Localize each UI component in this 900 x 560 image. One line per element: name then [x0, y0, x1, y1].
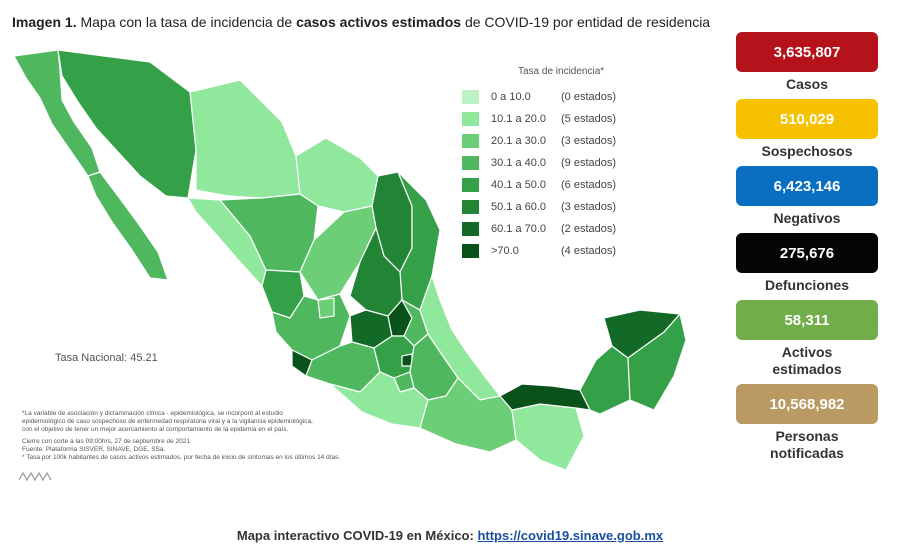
footer: Mapa interactivo COVID-19 en México: htt… [0, 528, 900, 543]
note-line: Fuente: Plataforma SISVER, SINAVE, DGE, … [22, 446, 166, 453]
stat-value: 58,311 [784, 311, 830, 329]
legend-count: (2 estados) [561, 223, 617, 235]
legend-item: 60.1 a 70.0 (2 estados) [462, 218, 616, 240]
note-line: Cierre con corte a las 09:00hrs, 27 de s… [22, 438, 191, 445]
legend-swatch [462, 112, 479, 126]
legend-count: (3 estados) [561, 135, 617, 147]
state-guerrero[interactable] [329, 371, 429, 429]
legend-range: 40.1 a 50.0 [491, 179, 547, 191]
agency-logo-icon [18, 471, 52, 482]
state-aguascalientes[interactable] [317, 297, 335, 319]
legend-range: >70.0 [491, 245, 519, 257]
state-cdmx[interactable] [401, 353, 413, 367]
legend-count: (3 estados) [561, 201, 617, 213]
title-prefix: Imagen 1. [12, 14, 77, 30]
note-line: epidemiológico de caso sospechoso de enf… [22, 418, 313, 425]
legend-range: 60.1 a 70.0 [491, 223, 547, 235]
state-baja-california-sur[interactable] [87, 171, 169, 281]
note-line: * Tasa por 100k habitantes de casos acti… [22, 454, 341, 461]
legend-title: Tasa de incidencia* [518, 66, 605, 77]
legend-item: 30.1 a 40.0 (9 estados) [462, 152, 616, 174]
legend-item: 0 a 10.0 (0 estados) [462, 86, 616, 108]
legend-swatch [462, 222, 479, 236]
stat-value: 510,029 [779, 110, 835, 128]
stat-value: 275,676 [779, 244, 835, 262]
legend-item: 40.1 a 50.0 (6 estados) [462, 174, 616, 196]
legend-swatch [462, 90, 479, 104]
stat-label: Casos [785, 76, 829, 92]
state-sonora[interactable] [57, 49, 197, 199]
legend-count: (0 estados) [561, 91, 617, 103]
note-line: con el objetivo de tener un mejor acerca… [22, 426, 289, 433]
stat-value-box: 275,676 [736, 233, 878, 273]
legend-swatch [462, 134, 479, 148]
tasa-nacional: Tasa Nacional: 45.21 [55, 352, 158, 364]
legend-swatch [462, 178, 479, 192]
state-quintana-roo[interactable] [627, 312, 687, 411]
legend-item: 50.1 a 60.0 (3 estados) [462, 196, 616, 218]
legend-count: (9 estados) [561, 157, 617, 169]
stat-value-box: 3,635,807 [736, 32, 878, 72]
page-title: Imagen 1. Mapa con la tasa de incidencia… [12, 14, 710, 30]
legend-range: 20.1 a 30.0 [491, 135, 547, 147]
stat-value-box: 510,029 [736, 99, 878, 139]
stat-label: Activos estimados [772, 344, 842, 377]
title-text-2: de COVID-19 por entidad de residencia [461, 14, 711, 30]
stat-value: 3,635,807 [773, 43, 841, 61]
legend-item: 10.1 a 20.0 (5 estados) [462, 108, 616, 130]
legend-count: (4 estados) [561, 245, 617, 257]
legend-range: 30.1 a 40.0 [491, 157, 547, 169]
state-campeche[interactable] [579, 345, 631, 415]
footer-link[interactable]: https://covid19.sinave.gob.mx [477, 528, 664, 543]
stat-label: Personas notificadas [770, 428, 844, 461]
stats-panel: 3,635,807 Casos 510,029 Sospechosos 6,423,14… [736, 32, 878, 468]
title-bold: casos activos estimados [296, 14, 462, 30]
legend-swatch [462, 156, 479, 170]
legend-count: (6 estados) [561, 179, 617, 191]
legend-range: 50.1 a 60.0 [491, 201, 547, 213]
legend-swatch [462, 200, 479, 214]
note-line: *La variable de asociación y dictaminaci… [22, 410, 283, 417]
legend-range: 0 a 10.0 [491, 91, 531, 103]
stat-label: Sospechosos [761, 143, 853, 159]
legend-item: 20.1 a 30.0 (3 estados) [462, 130, 616, 152]
stat-value: 6,423,146 [773, 177, 841, 195]
stat-value-box: 10,568,982 [736, 384, 878, 424]
legend-count: (5 estados) [561, 113, 617, 125]
mexico-map [13, 49, 687, 471]
stat-label: Negativos [773, 210, 841, 226]
title-text-1: Mapa con la tasa de incidencia de [76, 14, 297, 30]
legend-range: 10.1 a 20.0 [491, 113, 547, 125]
legend-item: >70.0 (4 estados) [462, 240, 616, 262]
state-chiapas[interactable] [511, 403, 585, 471]
legend-swatch [462, 244, 479, 258]
footer-text: Mapa interactivo COVID-19 en México: [236, 528, 478, 543]
stat-value-box: 6,423,146 [736, 166, 878, 206]
stat-value: 10,568,982 [769, 395, 845, 413]
legend: 0 a 10.0 (0 estados) 10.1 a 20.0 (5 estados… [462, 86, 616, 262]
stat-label: Defunciones [764, 277, 849, 293]
state-chihuahua[interactable] [189, 79, 301, 199]
stat-value-box: 58,311 [736, 300, 878, 340]
footnotes: *La variable de asociación y dictaminaci… [22, 410, 422, 462]
